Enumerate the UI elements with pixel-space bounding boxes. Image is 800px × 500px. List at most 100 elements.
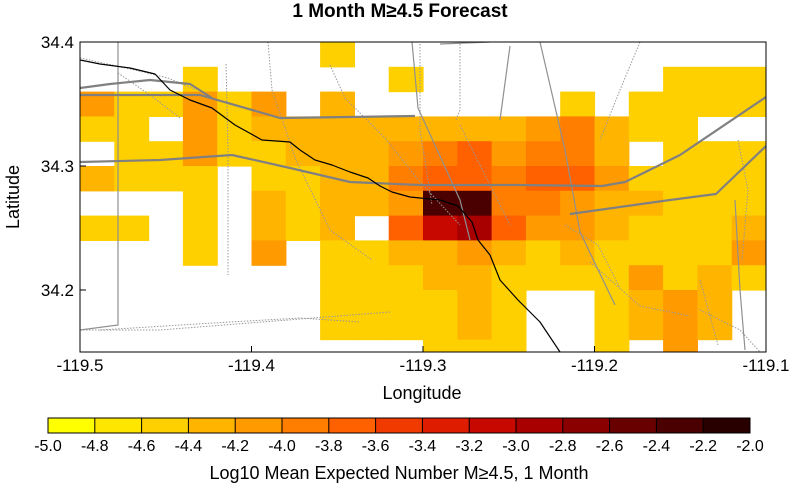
forecast-cell xyxy=(320,190,355,217)
forecast-cell xyxy=(491,240,527,266)
forecast-cell xyxy=(663,290,698,316)
county-boundary xyxy=(539,42,616,306)
forecast-cell xyxy=(251,116,287,142)
forecast-cell xyxy=(388,314,424,341)
forecast-cell xyxy=(114,215,150,241)
forecast-cell xyxy=(525,166,561,192)
colorbar-swatches xyxy=(48,418,751,433)
forecast-cell xyxy=(628,240,664,266)
county-boundary xyxy=(80,42,119,331)
colorbar-swatch xyxy=(188,418,236,433)
forecast-cell xyxy=(148,166,184,192)
y-tick-label: 34.2 xyxy=(41,281,74,300)
forecast-cell xyxy=(285,166,321,192)
forecast-cell xyxy=(320,265,355,291)
forecast-cell xyxy=(320,116,355,142)
colorbar-swatch xyxy=(94,418,142,433)
forecast-cell xyxy=(628,91,664,117)
forecast-cell xyxy=(491,265,527,291)
forecast-cell xyxy=(80,166,115,192)
colorbar-tick-label: -3.4 xyxy=(409,438,437,455)
forecast-cell xyxy=(251,240,287,266)
forecast-cell xyxy=(285,215,321,241)
forecast-cell xyxy=(525,265,561,291)
colorbar-tick-label: -2.8 xyxy=(549,438,577,455)
x-tick-label: -119.2 xyxy=(571,356,618,375)
colorbar-swatch xyxy=(328,418,376,433)
forecast-cell xyxy=(320,314,355,341)
forecast-cell xyxy=(388,215,424,241)
highway xyxy=(80,96,766,188)
forecast-cell xyxy=(491,190,527,217)
colorbar-swatch xyxy=(422,418,470,433)
forecast-cell xyxy=(560,265,596,291)
forecast-cell xyxy=(491,141,527,167)
fault-trace xyxy=(459,124,511,226)
colorbar-tick-label: -4.0 xyxy=(268,438,296,455)
forecast-cell xyxy=(663,66,698,93)
map-title: 1 Month M≥4.5 Forecast xyxy=(292,1,508,22)
coastline xyxy=(80,59,561,352)
fault-trace xyxy=(267,42,373,261)
y-tick-label: 34.3 xyxy=(41,157,74,176)
forecast-cell xyxy=(491,116,527,142)
forecast-cell xyxy=(217,116,253,142)
highway xyxy=(80,78,213,99)
forecast-cell xyxy=(628,215,664,241)
x-axis: -119.5 -119.4 -119.3 -119.2 -119.1 Longitude xyxy=(57,346,789,403)
map-overlay-lines xyxy=(80,42,766,352)
forecast-cell xyxy=(697,314,733,341)
forecast-cell xyxy=(594,265,630,291)
forecast-cell xyxy=(628,314,664,341)
forecast-cell xyxy=(594,166,630,192)
forecast-cell xyxy=(697,215,733,241)
colorbar-swatch xyxy=(516,418,564,433)
forecast-cell xyxy=(423,215,458,241)
forecast-cell xyxy=(594,190,630,217)
highways xyxy=(80,78,766,216)
forecast-cell xyxy=(388,290,424,316)
fault-trace xyxy=(225,63,229,275)
forecast-cell xyxy=(491,166,527,192)
forecast-cell xyxy=(80,215,115,241)
forecast-cell xyxy=(628,166,664,192)
forecast-cell xyxy=(251,215,287,241)
forecast-cell xyxy=(594,116,630,142)
forecast-cell xyxy=(697,91,733,117)
colorbar-tick-label: -3.0 xyxy=(502,438,530,455)
fault-trace xyxy=(455,44,461,121)
forecast-cell xyxy=(388,190,424,217)
forecast-cell xyxy=(423,265,458,291)
highway xyxy=(80,93,416,120)
forecast-cell xyxy=(731,91,766,117)
forecast-cell xyxy=(423,190,458,217)
forecast-cell xyxy=(663,190,698,217)
forecast-cell xyxy=(525,190,561,217)
forecast-cell xyxy=(182,190,218,217)
y-axis-ticks: 34.4 34.3 34.2 xyxy=(41,33,86,300)
forecast-cell xyxy=(114,166,150,192)
forecast-cell xyxy=(388,240,424,266)
forecast-cell xyxy=(560,116,596,142)
forecast-cell xyxy=(423,314,458,341)
forecast-cell xyxy=(491,314,527,341)
y-tick-label: 34.4 xyxy=(41,33,74,52)
forecast-cell xyxy=(491,215,527,241)
forecast-cell xyxy=(182,66,218,93)
x-tick-label: -119.4 xyxy=(228,356,275,375)
forecast-cell xyxy=(320,215,355,241)
forecast-cell xyxy=(388,265,424,291)
forecast-cell xyxy=(663,240,698,266)
forecast-cell xyxy=(114,141,150,167)
forecast-cell xyxy=(457,339,493,352)
colorbar-swatch xyxy=(375,418,423,433)
fault-trace xyxy=(564,224,621,289)
forecast-cell xyxy=(251,166,287,192)
county-boundary xyxy=(734,199,746,351)
highway xyxy=(569,145,766,216)
forecast-cell xyxy=(320,42,355,68)
forecast-cell xyxy=(148,141,184,167)
forecast-cells xyxy=(80,42,766,352)
colorbar-tick-label: -3.2 xyxy=(455,438,483,455)
